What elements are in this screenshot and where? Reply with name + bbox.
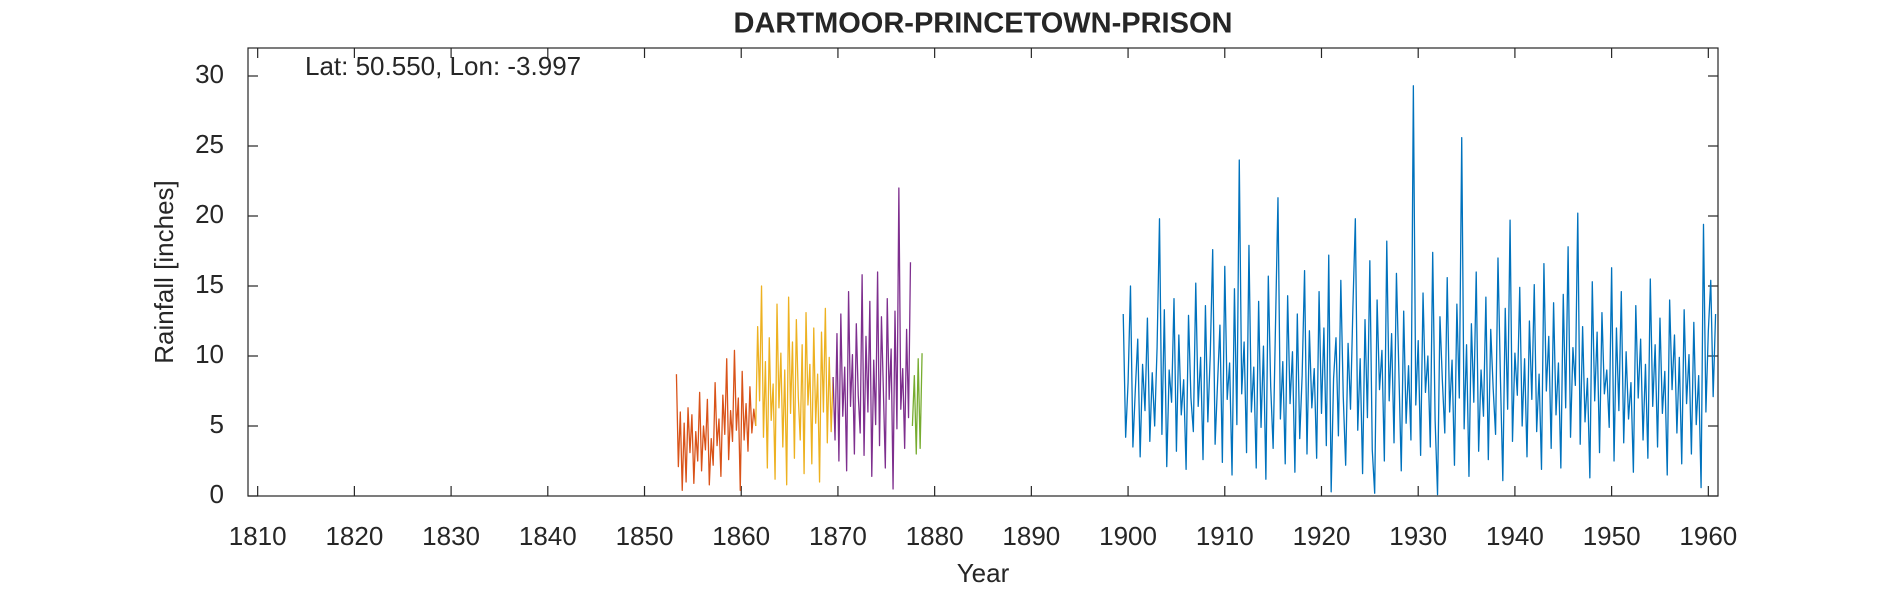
y-tick-label: 25	[195, 129, 224, 159]
y-tick-label: 5	[210, 409, 224, 439]
y-tick-label: 10	[195, 339, 224, 369]
x-tick-label: 1870	[809, 521, 867, 551]
x-tick-label: 1960	[1679, 521, 1737, 551]
x-tick-label: 1850	[616, 521, 674, 551]
data-line	[755, 285, 834, 486]
data-line	[675, 349, 757, 492]
x-tick-label: 1940	[1486, 521, 1544, 551]
x-tick-label: 1820	[325, 521, 383, 551]
x-tick-label: 1860	[712, 521, 770, 551]
x-axis-label: Year	[957, 558, 1010, 588]
y-tick-label: 20	[195, 199, 224, 229]
y-tick-label: 0	[210, 479, 224, 509]
y-axis-label: Rainfall [inches]	[149, 180, 179, 364]
y-tick-label: 15	[195, 269, 224, 299]
chart-title: DARTMOOR-PRINCETOWN-PRISON	[734, 8, 1233, 40]
x-tick-label: 1930	[1389, 521, 1447, 551]
x-tick-label: 1890	[1002, 521, 1060, 551]
x-tick-label: 1950	[1583, 521, 1641, 551]
y-tick-label: 30	[195, 59, 224, 89]
data-line	[1122, 85, 1717, 496]
x-tick-label: 1900	[1099, 521, 1157, 551]
annotation: Lat: 50.550, Lon: -3.997	[305, 51, 581, 81]
x-tick-label: 1830	[422, 521, 480, 551]
data-line	[911, 353, 923, 455]
x-tick-label: 1910	[1196, 521, 1254, 551]
x-tick-label: 1880	[906, 521, 964, 551]
x-tick-label: 1840	[519, 521, 577, 551]
data-line	[832, 187, 912, 490]
x-tick-label: 1920	[1293, 521, 1351, 551]
x-tick-label: 1810	[229, 521, 287, 551]
plot-frame	[247, 47, 1719, 497]
